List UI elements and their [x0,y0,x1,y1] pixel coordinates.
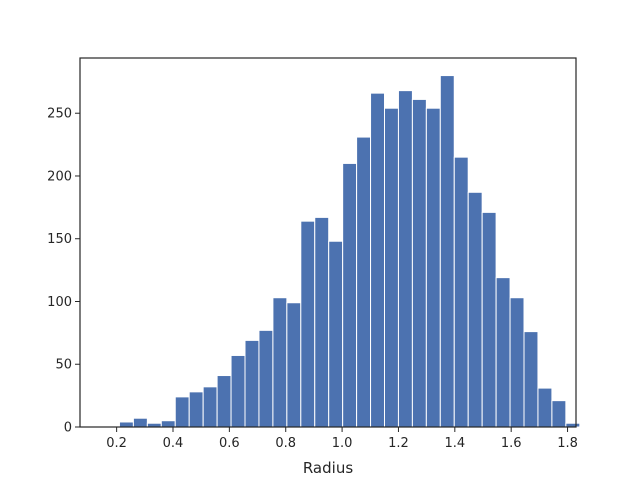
histogram-bar [216,375,232,428]
histogram-bar [411,98,427,428]
x-tick-label: 1.2 [388,436,409,451]
histogram-bar [342,162,358,428]
histogram-bar [523,331,539,428]
histogram-bar [132,417,148,428]
histogram-bar [160,420,176,428]
x-tick-label: 0.4 [163,436,184,451]
histogram-bar [495,277,511,428]
x-axis-label: Radius [303,459,353,477]
histogram-bar [453,156,469,428]
histogram-bar [188,391,204,428]
x-tick-label: 0.2 [106,436,127,451]
y-tick-label: 50 [55,358,72,373]
y-tick-label: 100 [47,295,72,310]
y-tick-label: 200 [47,169,72,184]
histogram-bar [439,75,455,428]
x-tick-label: 1.6 [501,436,522,451]
histogram-bar [328,240,344,428]
x-tick-label: 0.8 [275,436,296,451]
histogram-bar [425,107,441,428]
histogram-bar [551,400,567,428]
x-tick-label: 1.8 [557,436,578,451]
histogram-bar [356,136,372,428]
x-tick-label: 1.4 [444,436,465,451]
histogram-bar [509,297,525,428]
histogram-bar [174,396,190,428]
y-tick-label: 150 [47,232,72,247]
histogram-bar [286,302,302,428]
histogram-bar [384,107,399,428]
histogram-bar [118,421,134,428]
histogram-bar [537,387,553,428]
histogram-bar [258,329,274,428]
histogram-bars [118,75,581,428]
plot-frame [79,57,577,428]
histogram-bar [397,90,413,428]
y-tick-label: 0 [64,421,72,436]
y-axis-ticks: 0 50 100 150 200 250 [47,107,80,436]
histogram-bar [272,297,288,428]
histogram-bar [300,220,316,428]
x-axis-ticks: 0.2 0.4 0.6 0.8 1.0 1.2 1.4 1.6 1.8 [106,427,578,451]
histogram-bar [314,216,330,428]
histogram-bar [370,92,386,428]
x-tick-label: 0.6 [219,436,240,451]
x-tick-label: 1.0 [332,436,353,451]
y-tick-label: 250 [47,107,72,122]
histogram-bar [202,386,218,428]
histogram-bar [244,339,260,428]
histogram-bar [230,354,246,428]
histogram-bar [481,211,497,428]
histogram-bar [467,191,483,428]
